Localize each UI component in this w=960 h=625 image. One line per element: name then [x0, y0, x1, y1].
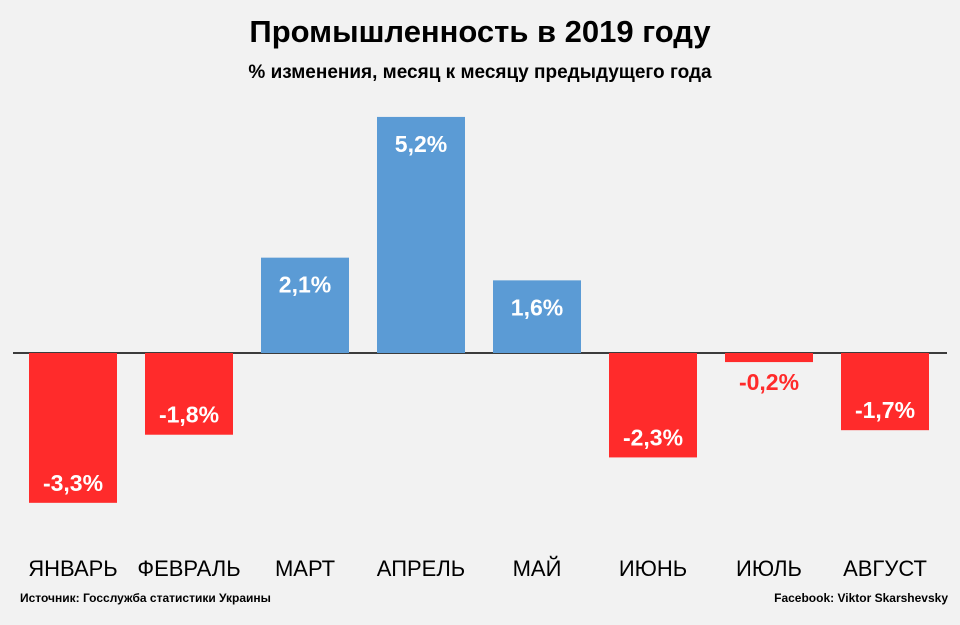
category-label-4: АПРЕЛЬ	[377, 556, 465, 581]
bar-7	[725, 353, 813, 363]
bar-value-label-1: -3,3%	[43, 470, 103, 496]
bar-8	[841, 353, 929, 431]
bar-value-label-8: -1,7%	[855, 397, 915, 423]
bar-value-label-5: 1,6%	[511, 294, 563, 320]
chart-subtitle: % изменения, месяц к месяцу предыдущего …	[248, 62, 712, 83]
bar-3	[261, 257, 349, 353]
bar-value-label-6: -2,3%	[623, 424, 683, 450]
bar-value-label-2: -1,8%	[159, 402, 219, 428]
bar-group	[29, 116, 929, 503]
bar-4	[377, 116, 465, 353]
bar-1	[29, 353, 117, 503]
bar-label-group: -3,3% -1,8% 2,1% 5,2% 1,6% -2,3% -0,2% -1,7%	[43, 131, 915, 496]
bar-2	[145, 353, 233, 435]
source-note: Источник: Госслужба статистики Украины	[20, 591, 271, 605]
author-credit: Facebook: Viktor Skarshevsky	[774, 591, 948, 605]
bar-6	[609, 353, 697, 458]
category-label-1: ЯНВАРЬ	[28, 556, 118, 581]
category-label-2: ФЕВРАЛЬ	[137, 556, 240, 581]
category-label-5: МАЙ	[513, 556, 562, 581]
category-label-group: ЯНВАРЬ ФЕВРАЛЬ МАРТ АПРЕЛЬ МАЙ ИЮНЬ ИЮЛЬ АВГУСТ	[28, 556, 927, 581]
chart-title: Промышленность в 2019 году	[249, 14, 711, 49]
bar-5	[493, 280, 581, 353]
category-label-8: АВГУСТ	[843, 556, 927, 581]
bar-value-label-4: 5,2%	[395, 131, 447, 157]
category-label-3: МАРТ	[275, 556, 335, 581]
category-label-7: ИЮЛЬ	[736, 556, 802, 581]
bar-value-label-3: 2,1%	[279, 272, 331, 298]
category-label-6: ИЮНЬ	[619, 556, 687, 581]
bar-value-label-7: -0,2%	[739, 369, 799, 395]
